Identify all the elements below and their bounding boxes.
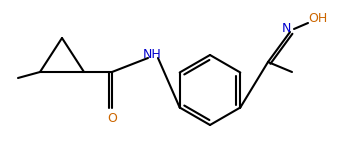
Text: OH: OH [308, 12, 328, 24]
Text: N: N [281, 22, 291, 36]
Text: NH: NH [143, 47, 161, 60]
Text: O: O [107, 112, 117, 126]
